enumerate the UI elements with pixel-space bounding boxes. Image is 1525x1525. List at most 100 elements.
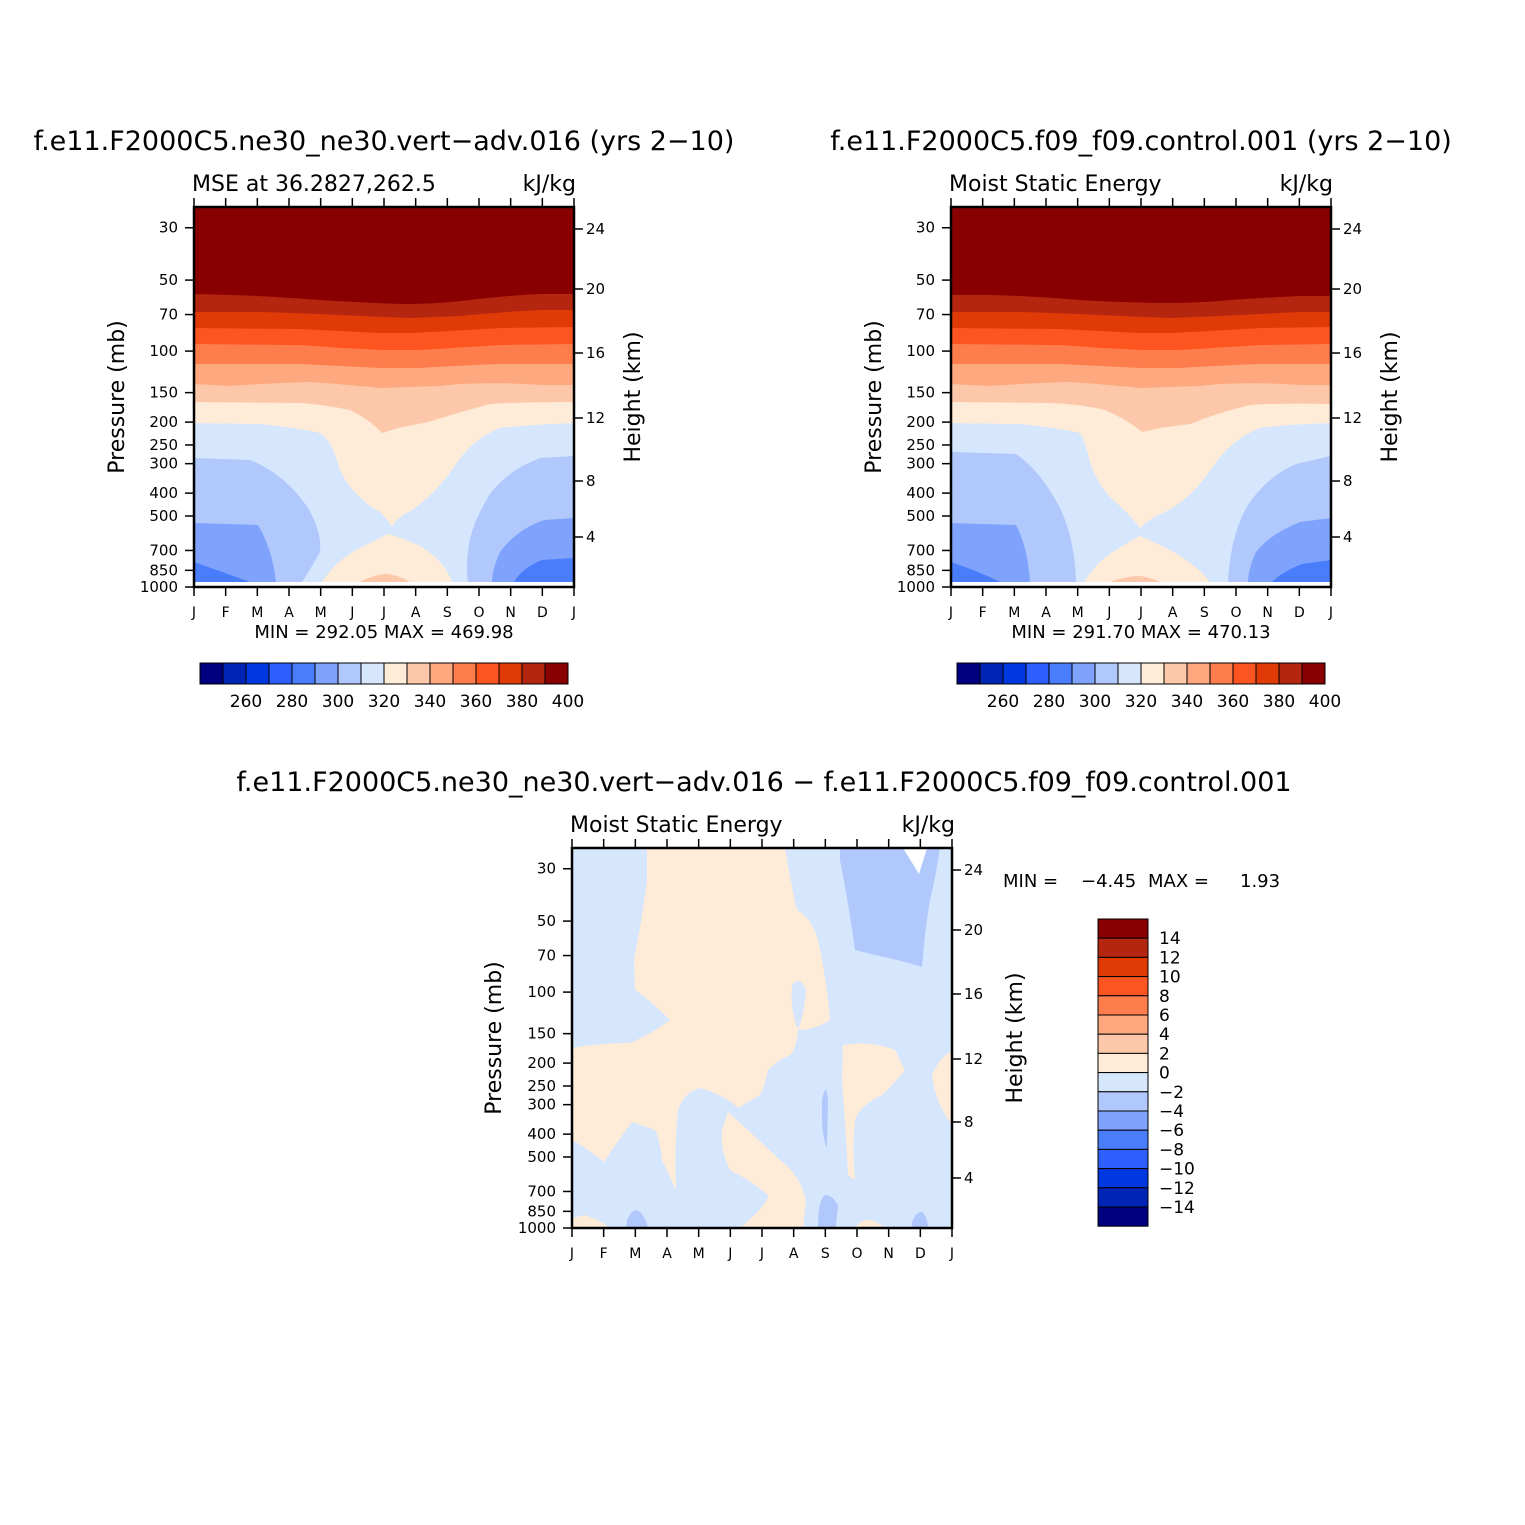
pressure-tick-label: 400 [527,1125,556,1143]
panel-3: f.e11.F2000C5.ne30_ne30.vert−adv.016 − f… [236,767,1291,1262]
pressure-tick-label: 200 [906,413,935,431]
month-tick-label: O [1230,605,1241,621]
colorbar-swatch [1097,976,1149,997]
pressure-tick-label: 300 [149,455,178,473]
band-0-to-2-main [572,848,830,1190]
month-tick-label: A [411,605,421,621]
month-tick-label: S [1200,605,1209,621]
panel-3-stats-max: 1.93 [1240,871,1280,892]
colorbar-swatch [199,662,224,685]
panel-1-ylabel-right: Height (km) [621,331,646,462]
colorbar-label: −2 [1159,1083,1184,1103]
colorbar-swatch [498,662,523,685]
panel-2-colorbar: 260 280 300 320 340 360 380 400 [956,662,1341,712]
month-tick-label: F [600,1246,608,1262]
colorbar-swatch [383,662,408,685]
colorbar-swatch [979,662,1004,685]
colorbar-label: 0 [1159,1064,1170,1084]
band-290-300-right [1272,560,1331,582]
month-tick-label: M [315,605,327,621]
height-tick-label: 12 [1343,409,1362,427]
colorbar-swatch [1186,662,1211,685]
band-340-350-bottom [360,574,410,582]
band-300-310 [951,523,1030,582]
panel-2-ylabel: Pressure (mb) [862,320,887,474]
pressure-tick-label: 150 [906,384,935,402]
pressure-tick-label: 300 [527,1096,556,1114]
panel-3-contours [572,848,952,1228]
colorbar-swatch [1209,662,1234,685]
pressure-tick-label: 700 [906,541,935,559]
pressure-tick-label: 50 [916,271,935,289]
panel-1-stats: MIN = 292.05 MAX = 469.98 [254,622,513,643]
panel-1-ylabel: Pressure (mb) [105,320,130,474]
height-tick-label: 24 [1343,220,1362,238]
colorbar-label: 14 [1159,929,1181,949]
colorbar-swatch [1094,662,1119,685]
band-0-to-2-bottom-right [855,1219,885,1228]
pressure-tick-label: 100 [906,342,935,360]
panel-2-subtitle-right: kJ/kg [1280,172,1333,197]
month-tick-label: M [251,605,263,621]
colorbar-label: 12 [1159,948,1181,968]
colorbar-swatch [1097,1072,1149,1093]
height-tick-label: 16 [586,344,605,362]
colorbar-swatch [1278,662,1303,685]
height-tick-label: 16 [1343,344,1362,362]
colorbar-swatch [1097,1148,1149,1170]
pressure-tick-label: 50 [159,271,178,289]
panel-2-subtitle-left: Moist Static Energy [949,172,1162,197]
colorbar-label: 320 [1125,692,1157,712]
pressure-tick-label: 400 [149,484,178,502]
colorbar-swatch [475,662,500,685]
colorbar-label: 320 [368,692,400,712]
band-minus2-to-minus4-blob3 [912,1212,928,1228]
colorbar-label: 8 [1159,987,1170,1007]
band-290-300-right [514,558,574,582]
month-tick-label: F [979,605,987,621]
month-tick-label: J [1138,605,1143,621]
band-400-plus [194,207,574,304]
band-0-to-2-edge [932,1050,952,1125]
panel-3-stats-min: −4.45 [1081,871,1136,892]
month-tick-label: J [948,605,953,621]
pressure-tick-label: 250 [527,1077,556,1095]
panel-1-subtitle-left: MSE at 36.2827,262.5 [192,172,436,197]
month-tick-label: M [693,1246,705,1262]
month-tick-label: J [727,1246,732,1262]
colorbar-label: 300 [1079,692,1111,712]
panel-2: f.e11.F2000C5.f09_f09.control.001 (yrs 2… [830,126,1452,712]
pressure-tick-label: 200 [527,1054,556,1072]
panel-1-title: f.e11.F2000C5.ne30_ne30.vert−adv.016 (yr… [34,126,735,157]
band-330-340-bottom [322,534,452,582]
colorbar-swatch [956,662,981,685]
band-minus2-to-minus4-blob2 [818,1195,838,1228]
band-minus2-to-minus4-top [840,848,940,967]
band-minus2-to-minus4-streak [822,1090,828,1148]
height-tick-label: 24 [964,861,983,879]
panel-3-title: f.e11.F2000C5.ne30_ne30.vert−adv.016 − f… [236,767,1291,798]
band-290-300 [951,562,1000,582]
colorbar-swatch [1097,1110,1149,1131]
month-tick-label: A [1041,605,1051,621]
colorbar-label: 400 [1309,692,1341,712]
month-tick-label: S [443,605,452,621]
colorbar-swatch [452,662,477,685]
colorbar-swatch [1097,1014,1149,1035]
month-tick-label: A [662,1246,672,1262]
colorbar-swatch [1025,662,1050,685]
colorbar-swatch [291,662,316,685]
pressure-tick-label: 70 [537,947,556,965]
band-290-300 [194,562,250,582]
panel-2-title: f.e11.F2000C5.f09_f09.control.001 (yrs 2… [830,126,1452,157]
pressure-tick-label: 850 [906,561,935,579]
height-tick-label: 20 [586,280,605,298]
panel-1-subtitle-right: kJ/kg [523,172,576,197]
colorbar-swatch [1097,995,1149,1016]
colorbar-swatch [1117,662,1142,685]
height-tick-label: 16 [964,985,983,1003]
colorbar-label: 280 [1033,692,1065,712]
month-tick-label: M [629,1246,641,1262]
